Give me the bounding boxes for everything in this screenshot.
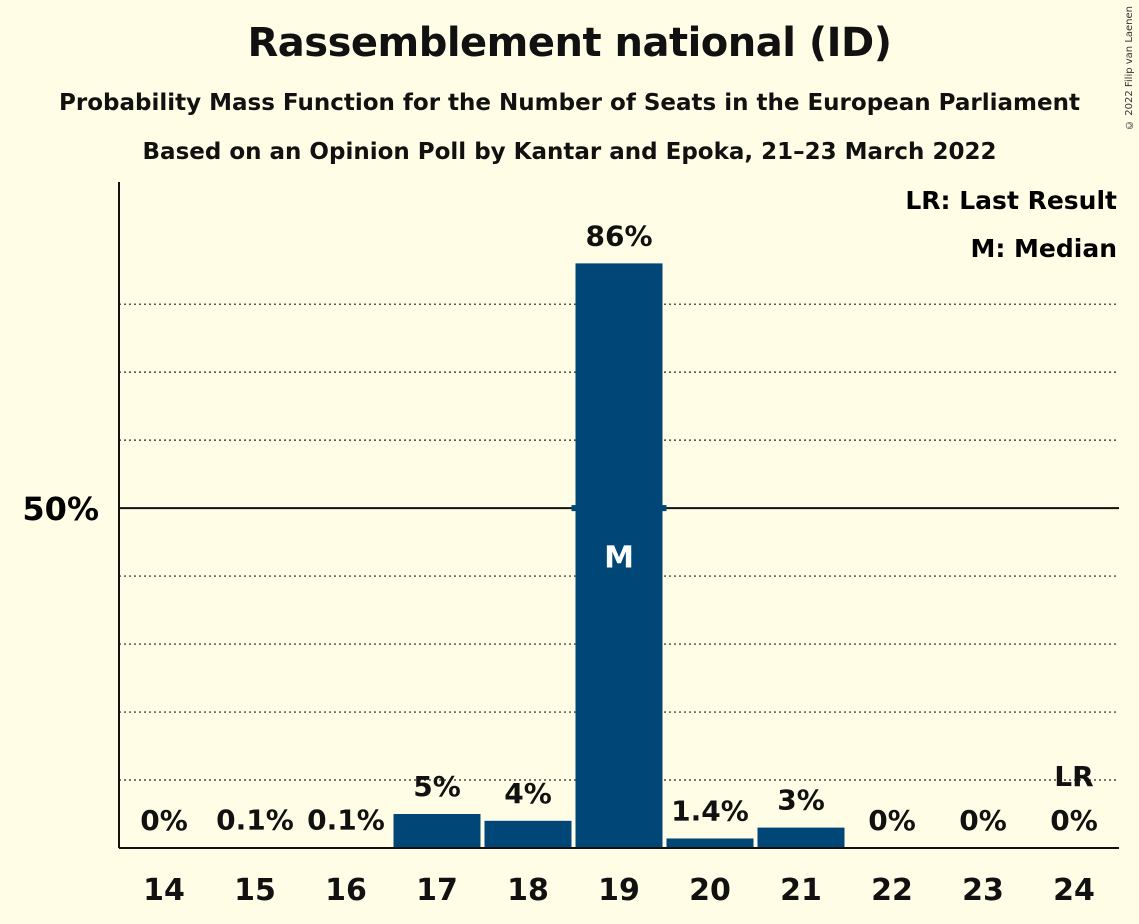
bar-20 [666, 838, 754, 848]
x-tick-24: 24 [1053, 873, 1095, 908]
x-tick-18: 18 [507, 873, 549, 908]
x-tick-23: 23 [962, 873, 1004, 908]
value-label-18: 4% [504, 777, 552, 810]
value-label-23: 0% [959, 804, 1007, 837]
x-tick-labels: 14 15 16 17 18 19 20 21 22 23 24 [143, 873, 1095, 908]
x-tick-17: 17 [416, 873, 458, 908]
bar-19 [575, 263, 663, 849]
x-tick-15: 15 [234, 873, 276, 908]
bar-17 [393, 814, 481, 848]
bar-21 [757, 827, 845, 848]
legend-median: M: Median [970, 234, 1117, 263]
value-labels: 0% 0.1% 0.1% 5% 4% M 86% 1.4% 3% 0% 0% 0% LR [140, 219, 1098, 837]
median-marker: M [604, 541, 634, 576]
last-result-marker: LR [1054, 760, 1093, 793]
bar-18 [484, 820, 572, 848]
chart-subtitle-source: Based on an Opinion Poll by Kantar and E… [142, 139, 997, 165]
chart-subtitle: Probability Mass Function for the Number… [59, 90, 1080, 116]
x-tick-16: 16 [325, 873, 367, 908]
value-label-14: 0% [140, 804, 188, 837]
bars [211, 263, 845, 849]
chart-title: Rassemblement national (ID) [247, 20, 892, 66]
value-label-15: 0.1% [216, 803, 294, 836]
value-label-21: 3% [777, 784, 825, 817]
value-label-22: 0% [868, 804, 916, 837]
value-label-16: 0.1% [307, 803, 385, 836]
median-bar-gap [571, 505, 667, 512]
legend-last-result: LR: Last Result [905, 186, 1117, 215]
x-tick-22: 22 [871, 873, 913, 908]
value-label-19: 86% [585, 219, 652, 252]
value-label-17: 5% [413, 770, 461, 803]
x-tick-20: 20 [689, 873, 731, 908]
x-tick-14: 14 [143, 873, 185, 908]
value-label-20: 1.4% [671, 794, 749, 827]
value-label-24: 0% [1050, 804, 1098, 837]
y-tick-label: 50% [22, 490, 99, 528]
x-tick-19: 19 [598, 873, 640, 908]
x-tick-21: 21 [780, 873, 822, 908]
